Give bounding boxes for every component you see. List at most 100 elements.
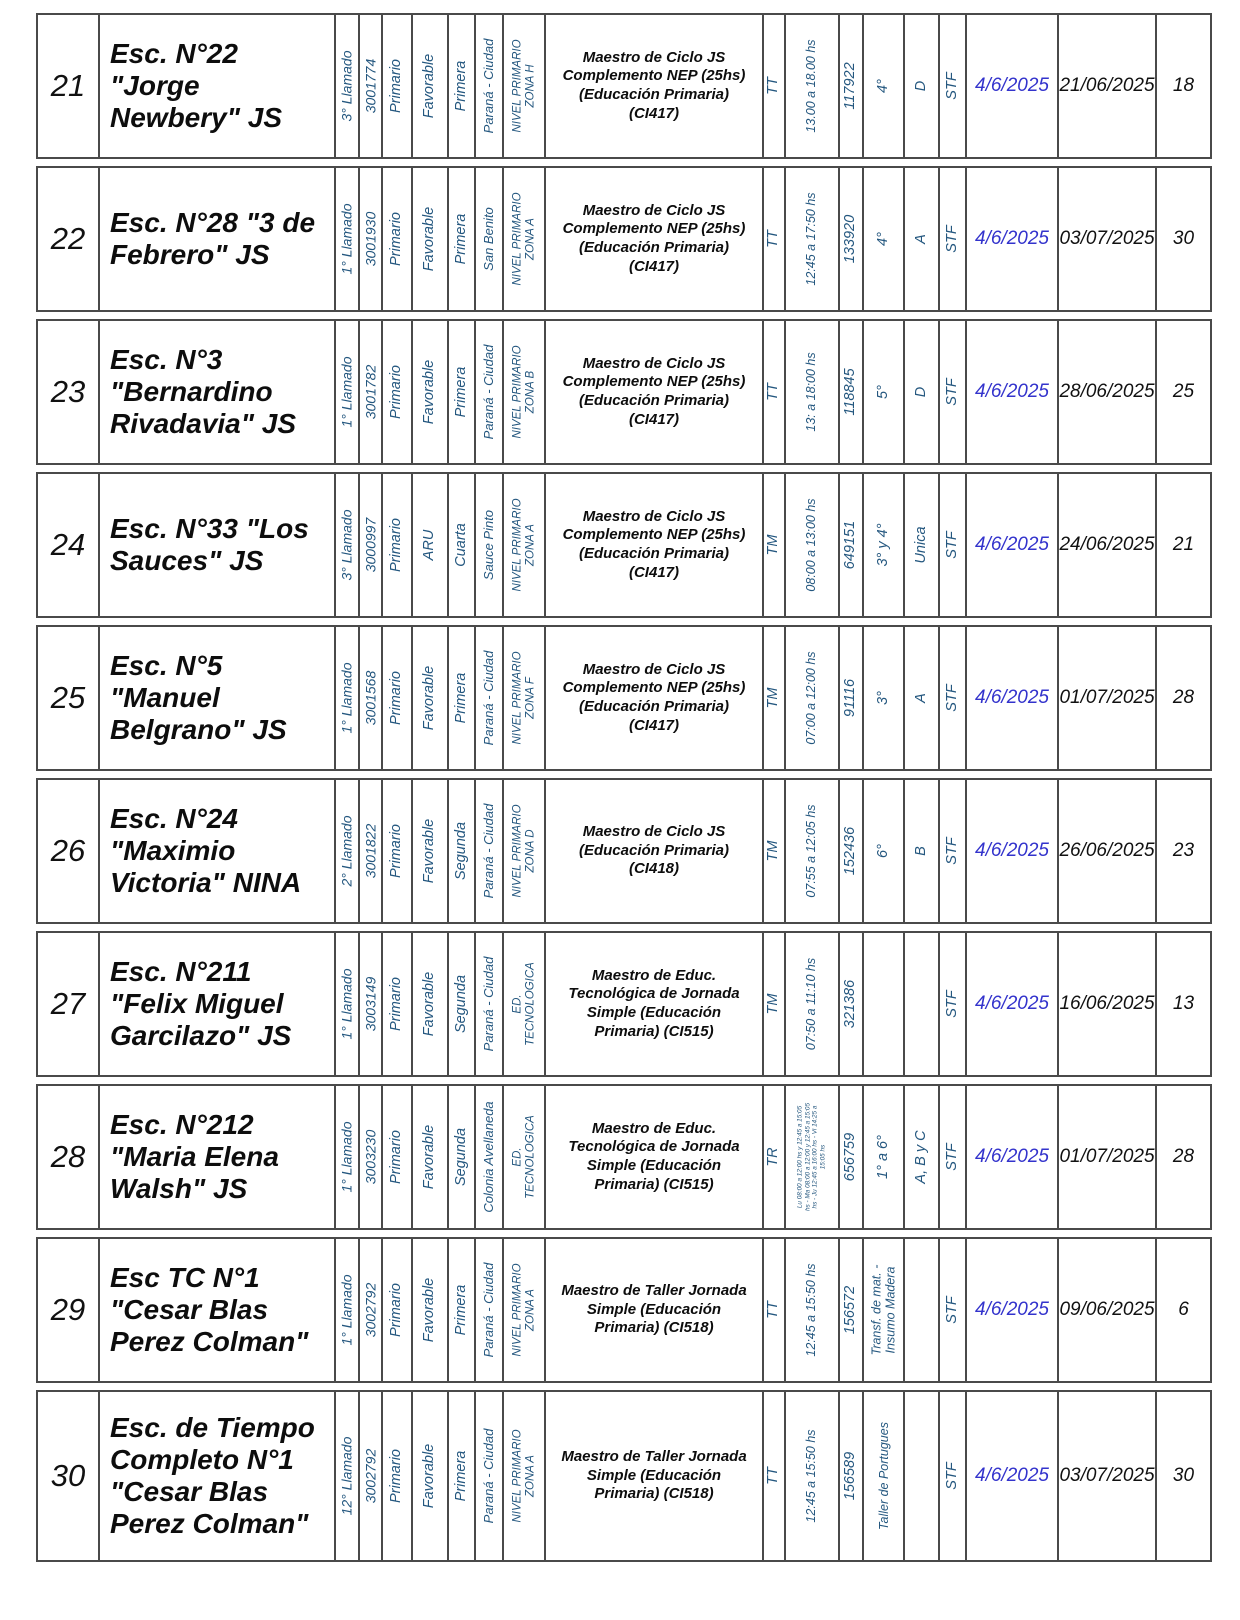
- days-cell: 18: [1172, 75, 1195, 96]
- days-cell: 25: [1172, 381, 1195, 402]
- status-text: Favorable: [421, 818, 438, 884]
- llamado-text: 1° Llamado: [338, 1274, 355, 1346]
- stf-cell: STF: [940, 627, 967, 769]
- schedule-text: 08:00 a 13:00 hs: [804, 498, 819, 592]
- zone-cell: NIVEL PRIMARIO ZONA D: [504, 780, 546, 922]
- locality-text: Colonia Avellaneda: [480, 1101, 496, 1213]
- stf-cell: STF: [940, 1239, 967, 1381]
- zone-cell: NIVEL PRIMARIO ZONA H: [504, 15, 546, 157]
- school-name-cell: Esc. N°22 "Jorge Newbery" JS: [100, 15, 336, 157]
- level-text: Primario: [388, 824, 405, 878]
- closing-date-cell: 01/07/2025: [1059, 1086, 1157, 1228]
- school-name-cell: Esc. N°33 "Los Sauces" JS: [100, 474, 336, 616]
- locality-text: Paraná - Ciudad: [480, 38, 496, 134]
- closing-date-cell: 16/06/2025: [1059, 933, 1157, 1075]
- schedule-text: 12:45 a 15:50 hs: [804, 1429, 819, 1523]
- stf-text: STF: [943, 378, 960, 406]
- locality-text: Paraná - Ciudad: [480, 1262, 496, 1358]
- status-cell: Favorable: [413, 1392, 449, 1560]
- stf-text: STF: [943, 684, 960, 712]
- table-row: 28 Esc. N°212 "Maria Elena Walsh" JS 1° …: [36, 1084, 1212, 1230]
- school-name-cell: Esc. N°211 "Felix Miguel Garcilazo" JS: [100, 933, 336, 1075]
- days-cell: 13: [1172, 993, 1195, 1014]
- grade-text: 4°: [874, 79, 891, 93]
- publication-date-cell: 4/6/2025: [967, 168, 1059, 310]
- division-cell: [905, 933, 940, 1075]
- zone-text: NIVEL PRIMARIO ZONA H: [511, 39, 536, 133]
- category-text: Primera: [452, 60, 469, 112]
- locality-cell: Paraná - Ciudad: [476, 15, 504, 157]
- publication-date-cell: 4/6/2025: [967, 474, 1059, 616]
- row-number-cell: 21: [38, 15, 100, 157]
- zone-text: NIVEL PRIMARIO ZONA A: [511, 498, 536, 592]
- division-cell: [905, 1239, 940, 1381]
- school-code-cell: 3003230: [360, 1086, 383, 1228]
- status-text: Favorable: [421, 971, 438, 1037]
- shift-text: TR: [765, 1147, 782, 1167]
- locality-cell: Paraná - Ciudad: [476, 1239, 504, 1381]
- stf-cell: STF: [940, 321, 967, 463]
- schedule-cell: Lu 08:00 a 12:00 hs y 12:45 a 15:05 hs -…: [786, 1086, 840, 1228]
- days-cell: 6: [1178, 1299, 1189, 1320]
- zone-text: ED. TECNOLOGICA: [511, 962, 536, 1046]
- grade-cell: 5°: [864, 321, 905, 463]
- school-code-cell: 3001568: [360, 627, 383, 769]
- closing-date-cell: 01/07/2025: [1059, 627, 1157, 769]
- school-code-text: 3002792: [361, 1282, 378, 1338]
- grade-text: 1° a 6°: [874, 1135, 891, 1179]
- school-name-cell: Esc. N°5 "Manuel Belgrano" JS: [100, 627, 336, 769]
- vacancy-code-text: 321386: [842, 979, 859, 1029]
- shift-text: TT: [765, 383, 782, 401]
- table-row: 30 Esc. de Tiempo Completo N°1 "Cesar Bl…: [36, 1390, 1212, 1562]
- level-cell: Primario: [383, 627, 413, 769]
- level-text: Primario: [388, 1449, 405, 1503]
- division-text: D: [912, 80, 929, 92]
- llamado-cell: 1° Llamado: [336, 933, 360, 1075]
- vacancy-code-cell: 152436: [840, 780, 864, 922]
- closing-date-cell: 09/06/2025: [1059, 1239, 1157, 1381]
- level-text: Primario: [388, 1130, 405, 1184]
- vacancy-code-text: 152436: [842, 826, 859, 876]
- closing-date-cell: 03/07/2025: [1059, 1392, 1157, 1560]
- status-text: Favorable: [421, 1124, 438, 1190]
- grade-cell: 4°: [864, 15, 905, 157]
- zone-cell: NIVEL PRIMARIO ZONA A: [504, 1392, 546, 1560]
- days-cell: 30: [1172, 228, 1195, 249]
- level-text: Primario: [388, 977, 405, 1031]
- llamado-cell: 1° Llamado: [336, 321, 360, 463]
- vacancy-code-cell: 156572: [840, 1239, 864, 1381]
- llamado-text: 1° Llamado: [338, 356, 355, 428]
- shift-cell: TM: [764, 780, 786, 922]
- llamado-cell: 2° Llamado: [336, 780, 360, 922]
- status-cell: Favorable: [413, 1086, 449, 1228]
- division-text: A: [912, 234, 929, 244]
- grade-cell: 6°: [864, 780, 905, 922]
- shift-text: TT: [765, 1301, 782, 1319]
- category-cell: Segunda: [449, 1086, 476, 1228]
- school-name-cell: Esc. N°28 "3 de Febrero" JS: [100, 168, 336, 310]
- grade-text: 3°: [874, 691, 891, 705]
- school-code-text: 3001930: [361, 211, 378, 267]
- school-code-text: 3001822: [361, 823, 378, 879]
- school-code-cell: 3001822: [360, 780, 383, 922]
- division-cell: D: [905, 15, 940, 157]
- vacancy-code-text: 91116: [842, 678, 859, 718]
- position-cell: Maestro de Taller Jornada Simple (Educac…: [546, 1392, 764, 1560]
- table-row: 26 Esc. N°24 "Maximio Victoria" NINA 2° …: [36, 778, 1212, 924]
- level-cell: Primario: [383, 780, 413, 922]
- shift-text: TT: [765, 77, 782, 95]
- level-cell: Primario: [383, 933, 413, 1075]
- status-text: Favorable: [421, 1277, 438, 1343]
- publication-date-cell: 4/6/2025: [967, 780, 1059, 922]
- shift-text: TT: [765, 1467, 782, 1485]
- stf-cell: STF: [940, 780, 967, 922]
- stf-text: STF: [943, 1296, 960, 1324]
- shift-text: TM: [765, 840, 782, 862]
- division-cell: B: [905, 780, 940, 922]
- locality-cell: Paraná - Ciudad: [476, 321, 504, 463]
- school-code-cell: 3002792: [360, 1392, 383, 1560]
- schedule-cell: 12:45 a 17:50 hs: [786, 168, 840, 310]
- vacancy-code-text: 156572: [842, 1285, 859, 1335]
- shift-text: TM: [765, 534, 782, 556]
- closing-date-cell: 21/06/2025: [1059, 15, 1157, 157]
